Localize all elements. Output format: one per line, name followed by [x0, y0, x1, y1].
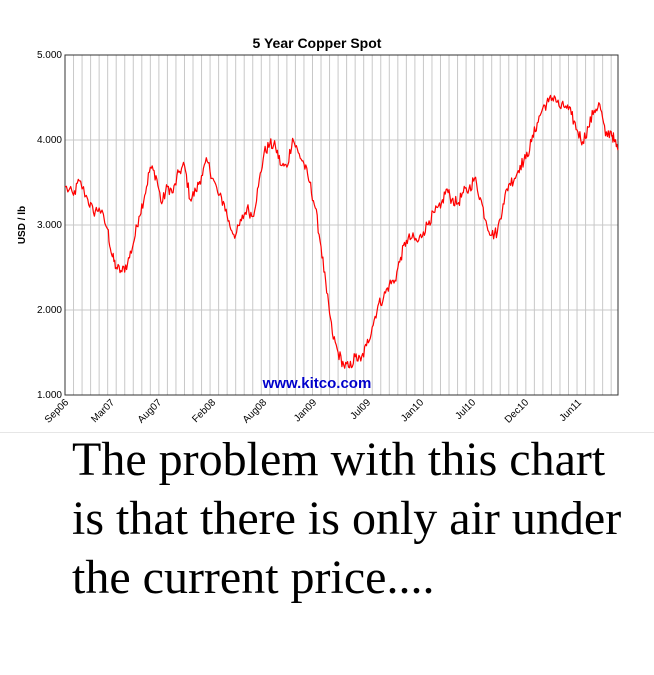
y-tick-label: 1.000 — [37, 390, 62, 401]
x-tick-labels: Sep06 Mar07 Aug07 Feb08 Aug08 Jan09 Jul09 Jan10… — [43, 397, 585, 426]
x-tick-label: Feb08 — [190, 397, 218, 425]
copper-price-chart: 5 Year Copper Spot USD / lb 1.000 2.000 3.… — [17, 35, 619, 426]
x-tick-label: Sep06 — [43, 397, 72, 426]
x-tick-label: Jan10 — [399, 397, 426, 424]
y-tick-labels: 1.000 2.000 3.000 4.000 5.000 — [37, 50, 62, 401]
series-layer — [64, 94, 619, 369]
divider — [0, 432, 654, 433]
x-tick-label: Jun11 — [558, 397, 585, 424]
chart-area: 5 Year Copper Spot USD / lb 1.000 2.000 3.… — [17, 35, 619, 426]
x-tick-label: Jul10 — [453, 397, 478, 422]
x-tick-label: Jan09 — [292, 397, 319, 424]
plot-frame — [64, 54, 619, 396]
x-tick-label: Aug07 — [136, 397, 165, 426]
x-tick-label: Dec10 — [503, 397, 532, 426]
x-tick-label: Mar07 — [89, 397, 117, 425]
y-axis-label: USD / lb — [17, 206, 28, 244]
y-tick-label: 2.000 — [37, 305, 62, 316]
caption-text: The problem with this chart is that ther… — [72, 433, 634, 604]
y-tick-label: 5.000 — [37, 50, 62, 61]
copper-price-line — [64, 94, 619, 369]
y-tick-label: 3.000 — [37, 220, 62, 231]
grid — [64, 54, 618, 396]
x-tick-label: Aug08 — [241, 397, 270, 426]
chart-title: 5 Year Copper Spot — [253, 35, 382, 51]
x-tick-label: Jul09 — [348, 397, 373, 422]
y-tick-label: 4.000 — [37, 135, 62, 146]
kitco-watermark: www.kitco.com — [262, 375, 372, 392]
